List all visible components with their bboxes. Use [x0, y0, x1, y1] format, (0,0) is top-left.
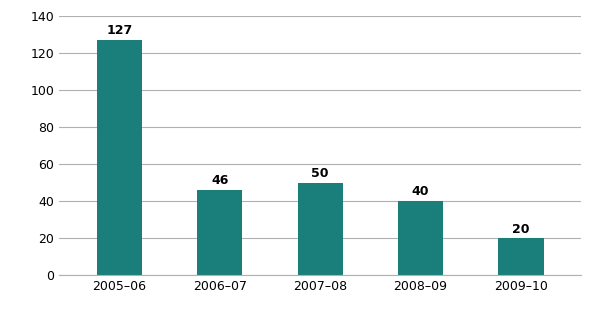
Text: 20: 20 [512, 223, 530, 236]
Text: 127: 127 [106, 24, 133, 37]
Text: 50: 50 [311, 167, 329, 180]
Bar [298, 183, 343, 275]
Text: 46: 46 [211, 174, 228, 187]
Bar [197, 190, 243, 275]
Bar [498, 238, 544, 275]
Bar [97, 40, 142, 275]
Text: 40: 40 [412, 185, 429, 198]
Bar [398, 201, 443, 275]
